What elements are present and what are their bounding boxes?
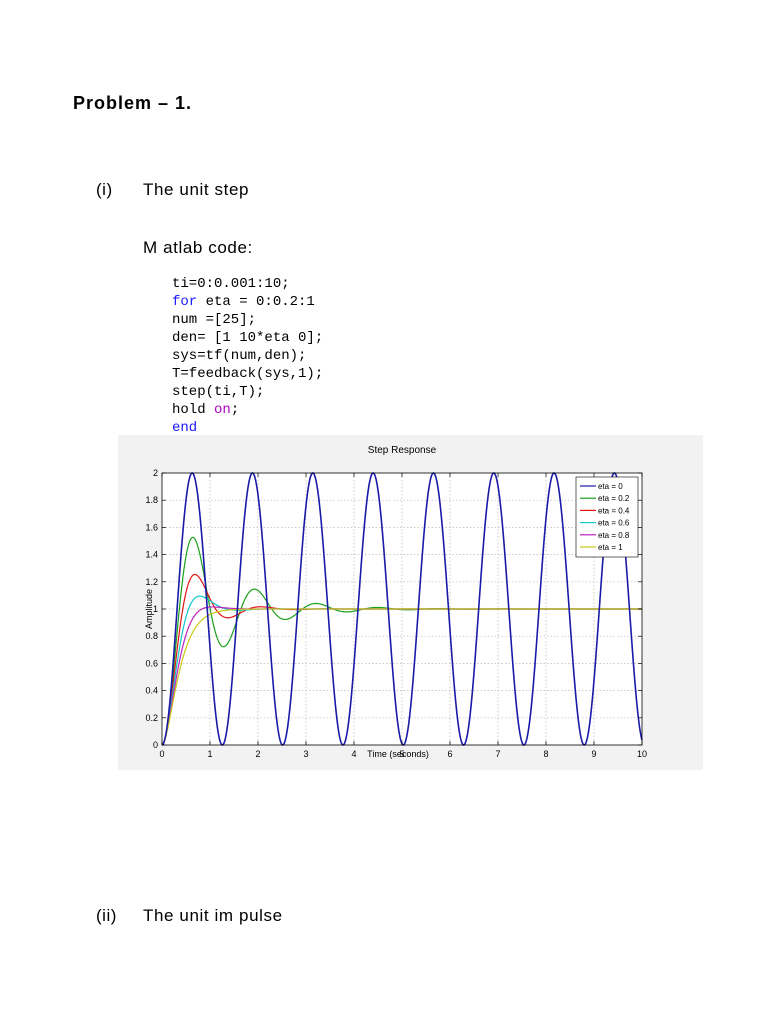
legend-entry: eta = 0.6 xyxy=(598,519,630,528)
y-tick-label: 0.8 xyxy=(145,631,158,641)
y-tick-label: 2 xyxy=(153,468,158,478)
x-tick-label: 4 xyxy=(351,749,356,759)
step-response-chart: 0 1 2 3 4 5 6 7 8 9 10 0 0.2 0.4 0.6 0.8 1 1.2 1.4 1.6 1.8 2 S… xyxy=(118,435,703,770)
code-line: T=feedback(sys,1); xyxy=(172,366,323,382)
y-tick-label: 1.4 xyxy=(145,550,158,560)
part-2-title: The unit im pulse xyxy=(143,906,283,925)
x-tick-label: 7 xyxy=(495,749,500,759)
y-tick-label: 1.8 xyxy=(145,495,158,505)
legend-entry: eta = 1 xyxy=(598,543,623,552)
code-line: hold on; xyxy=(172,402,239,418)
x-tick-label: 9 xyxy=(591,749,596,759)
y-tick-label: 1.2 xyxy=(145,577,158,587)
code-token: eta = 0:0.2:1 xyxy=(197,294,315,310)
code-token: end xyxy=(172,420,198,436)
x-tick-label: 5 xyxy=(399,749,404,759)
part-1-label: (i) xyxy=(96,180,113,199)
code-line: den= [1 10*eta 0]; xyxy=(172,330,323,346)
y-tick-label: 0.4 xyxy=(145,686,158,696)
y-tick-label: 1.6 xyxy=(145,522,158,532)
y-tick-label: 0 xyxy=(153,740,158,750)
legend-entry: eta = 0.2 xyxy=(598,494,630,503)
x-tick-label: 1 xyxy=(207,749,212,759)
code-token: on xyxy=(214,402,231,418)
x-tick-label: 8 xyxy=(543,749,548,759)
step-response-svg: 0 1 2 3 4 5 6 7 8 9 10 0 0.2 0.4 0.6 0.8 1 1.2 1.4 1.6 1.8 2 S… xyxy=(118,435,703,770)
legend-box xyxy=(575,476,639,558)
code-token: for xyxy=(172,294,198,310)
x-tick-label: 0 xyxy=(159,749,164,759)
y-tick-label: 0.2 xyxy=(145,713,158,723)
x-tick-label: 10 xyxy=(637,749,647,759)
code-line: ti=0:0.001:10; xyxy=(172,276,290,292)
code-token: hold xyxy=(172,402,215,418)
code-heading: M atlab code: xyxy=(143,238,253,257)
code-token: T=feedback(sys,1); xyxy=(172,366,324,382)
code-line: num =[25]; xyxy=(172,312,256,328)
code-line: for eta = 0:0.2:1 xyxy=(172,294,315,310)
problem-title: Problem – 1. xyxy=(73,93,193,113)
y-axis-label: Amplitude xyxy=(144,589,154,629)
code-token: ti=0:0.001:10; xyxy=(172,276,290,292)
x-axis-label: Time (seconds) xyxy=(367,749,429,759)
code-token: num =[25]; xyxy=(172,312,257,328)
code-token: sys=tf(num,den); xyxy=(172,348,307,364)
chart-title: Step Response xyxy=(368,445,437,456)
series-line-eta-1 xyxy=(161,608,642,746)
code-token: den= [1 10*eta 0]; xyxy=(172,330,324,346)
code-line: sys=tf(num,den); xyxy=(172,348,306,364)
code-token: ; xyxy=(230,402,240,418)
part-2-label: (ii) xyxy=(96,906,117,925)
x-tick-label: 3 xyxy=(303,749,308,759)
code-line: end xyxy=(172,420,197,436)
x-tick-label: 2 xyxy=(255,749,260,759)
x-tick-label: 6 xyxy=(447,749,452,759)
matlab-code-block: ti=0:0.001:10; for eta = 0:0.2:1 num =[2… xyxy=(172,275,323,437)
legend-entry: eta = 0.4 xyxy=(598,506,630,515)
y-tick-label: 0.6 xyxy=(145,658,158,668)
legend-entry: eta = 0 xyxy=(598,482,623,491)
y-tick-label: 1 xyxy=(153,604,158,614)
code-line: step(ti,T); xyxy=(172,384,264,400)
code-token: step(ti,T); xyxy=(172,384,265,400)
legend-entry: eta = 0.8 xyxy=(598,531,630,540)
part-1-title: The unit step xyxy=(143,180,250,199)
